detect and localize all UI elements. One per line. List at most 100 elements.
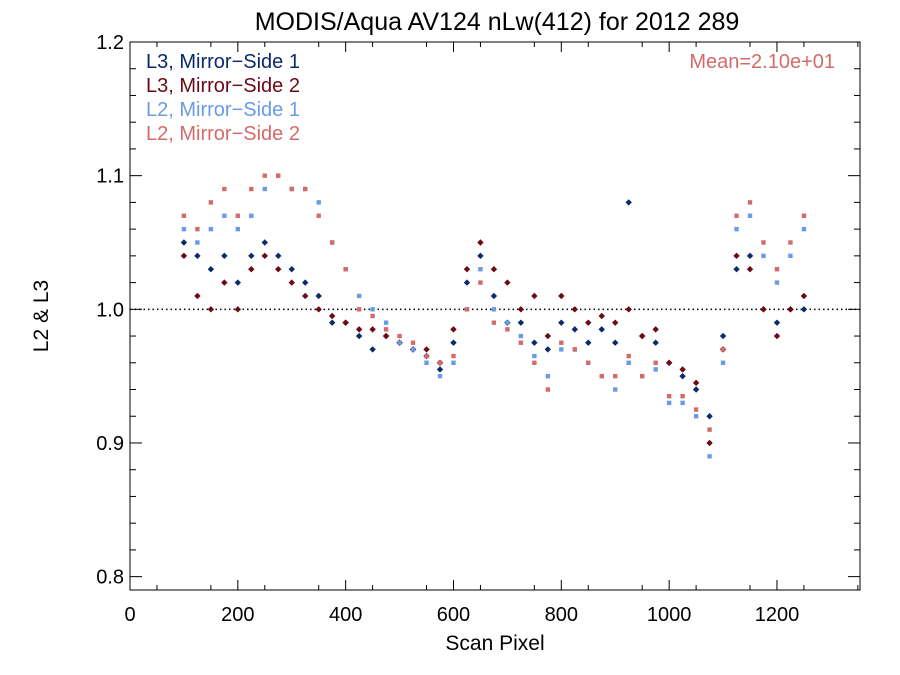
data-point — [693, 407, 699, 412]
series-3 — [181, 173, 807, 459]
data-point — [261, 239, 268, 246]
data-point — [328, 319, 336, 326]
data-point — [693, 414, 699, 419]
data-point — [720, 360, 726, 365]
data-point — [665, 359, 673, 366]
data-point — [302, 279, 309, 286]
data-point — [382, 332, 390, 340]
data-point — [207, 306, 215, 313]
data-point — [195, 226, 200, 232]
y-tick-label: 1.0 — [96, 299, 124, 321]
data-point — [249, 213, 254, 218]
series-4 — [181, 173, 807, 432]
chart-title: MODIS/Aqua AV124 nLw(412) for 2012 289 — [255, 8, 740, 36]
data-point — [343, 267, 348, 272]
data-point — [221, 252, 228, 260]
data-point — [612, 319, 619, 326]
data-point — [680, 393, 685, 399]
data-point — [638, 332, 646, 340]
data-point — [490, 292, 498, 300]
data-point — [436, 366, 444, 373]
data-point — [531, 339, 538, 346]
data-point — [207, 266, 215, 273]
data-point — [761, 240, 766, 245]
data-point — [746, 266, 754, 273]
y-tick-label: 0.9 — [96, 433, 124, 455]
data-point — [208, 200, 214, 205]
data-point — [626, 353, 631, 359]
data-point — [369, 326, 376, 333]
data-point — [248, 266, 255, 273]
data-point — [517, 319, 525, 326]
y-tick-label: 1.2 — [96, 32, 124, 54]
data-point — [383, 320, 389, 325]
data-point — [289, 186, 294, 192]
y-tick-label: 0.8 — [96, 567, 124, 589]
legend-entry: L3, Mirror−Side 1 — [146, 51, 300, 73]
data-point — [787, 306, 794, 313]
data-point — [505, 320, 510, 325]
data-point — [491, 307, 497, 312]
data-point — [707, 427, 712, 432]
data-point — [316, 200, 321, 205]
data-point — [598, 312, 605, 320]
data-point — [639, 373, 645, 379]
legend: L3, Mirror−Side 1L3, Mirror−Side 2L2, Mi… — [146, 51, 300, 145]
data-point — [235, 226, 241, 232]
data-point — [275, 252, 282, 260]
data-point — [585, 339, 592, 346]
data-point — [719, 332, 727, 340]
data-point — [774, 267, 780, 272]
x-tick-label: 800 — [545, 604, 578, 626]
x-tick-label: 600 — [437, 604, 470, 626]
data-point — [760, 306, 767, 313]
data-point — [424, 360, 429, 365]
data-point — [747, 200, 753, 205]
legend-entry: L2, Mirror−Side 1 — [146, 99, 300, 121]
data-point — [653, 367, 658, 372]
data-point — [180, 239, 188, 246]
data-point — [410, 340, 416, 345]
data-point — [248, 252, 255, 260]
data-point — [625, 306, 632, 313]
data-point — [208, 226, 214, 232]
x-tick-label: 400 — [329, 604, 362, 626]
data-point — [613, 387, 618, 392]
data-point — [437, 373, 443, 379]
series-1 — [180, 199, 808, 420]
data-point — [342, 319, 349, 326]
data-point — [692, 386, 700, 393]
data-point — [451, 360, 456, 365]
data-point — [800, 306, 808, 313]
y-tick-label: 1.1 — [96, 166, 124, 188]
data-point — [666, 393, 672, 399]
data-points — [180, 173, 808, 459]
data-point — [801, 213, 807, 218]
data-point — [613, 373, 618, 379]
y-axis-label: L2 & L3 — [30, 280, 53, 352]
data-point — [262, 186, 267, 192]
data-point — [761, 253, 766, 259]
data-point — [773, 319, 781, 326]
data-point — [559, 347, 564, 352]
data-point — [585, 319, 592, 326]
data-point — [275, 266, 282, 273]
data-point — [194, 252, 201, 260]
data-point — [532, 360, 537, 365]
data-point — [559, 340, 564, 345]
data-point — [181, 226, 187, 232]
data-point — [222, 213, 227, 218]
data-point — [586, 360, 591, 365]
data-point — [800, 292, 808, 300]
mean-annotation: Mean=2.10e+01 — [689, 51, 835, 73]
data-point — [666, 400, 672, 406]
data-point — [774, 280, 780, 285]
data-point — [249, 186, 254, 192]
data-point — [571, 306, 578, 313]
data-point — [383, 327, 389, 332]
data-point — [571, 326, 578, 333]
legend-entry: L2, Mirror−Side 2 — [146, 123, 300, 145]
data-point — [477, 252, 484, 260]
data-point — [397, 340, 402, 345]
data-point — [356, 293, 362, 299]
